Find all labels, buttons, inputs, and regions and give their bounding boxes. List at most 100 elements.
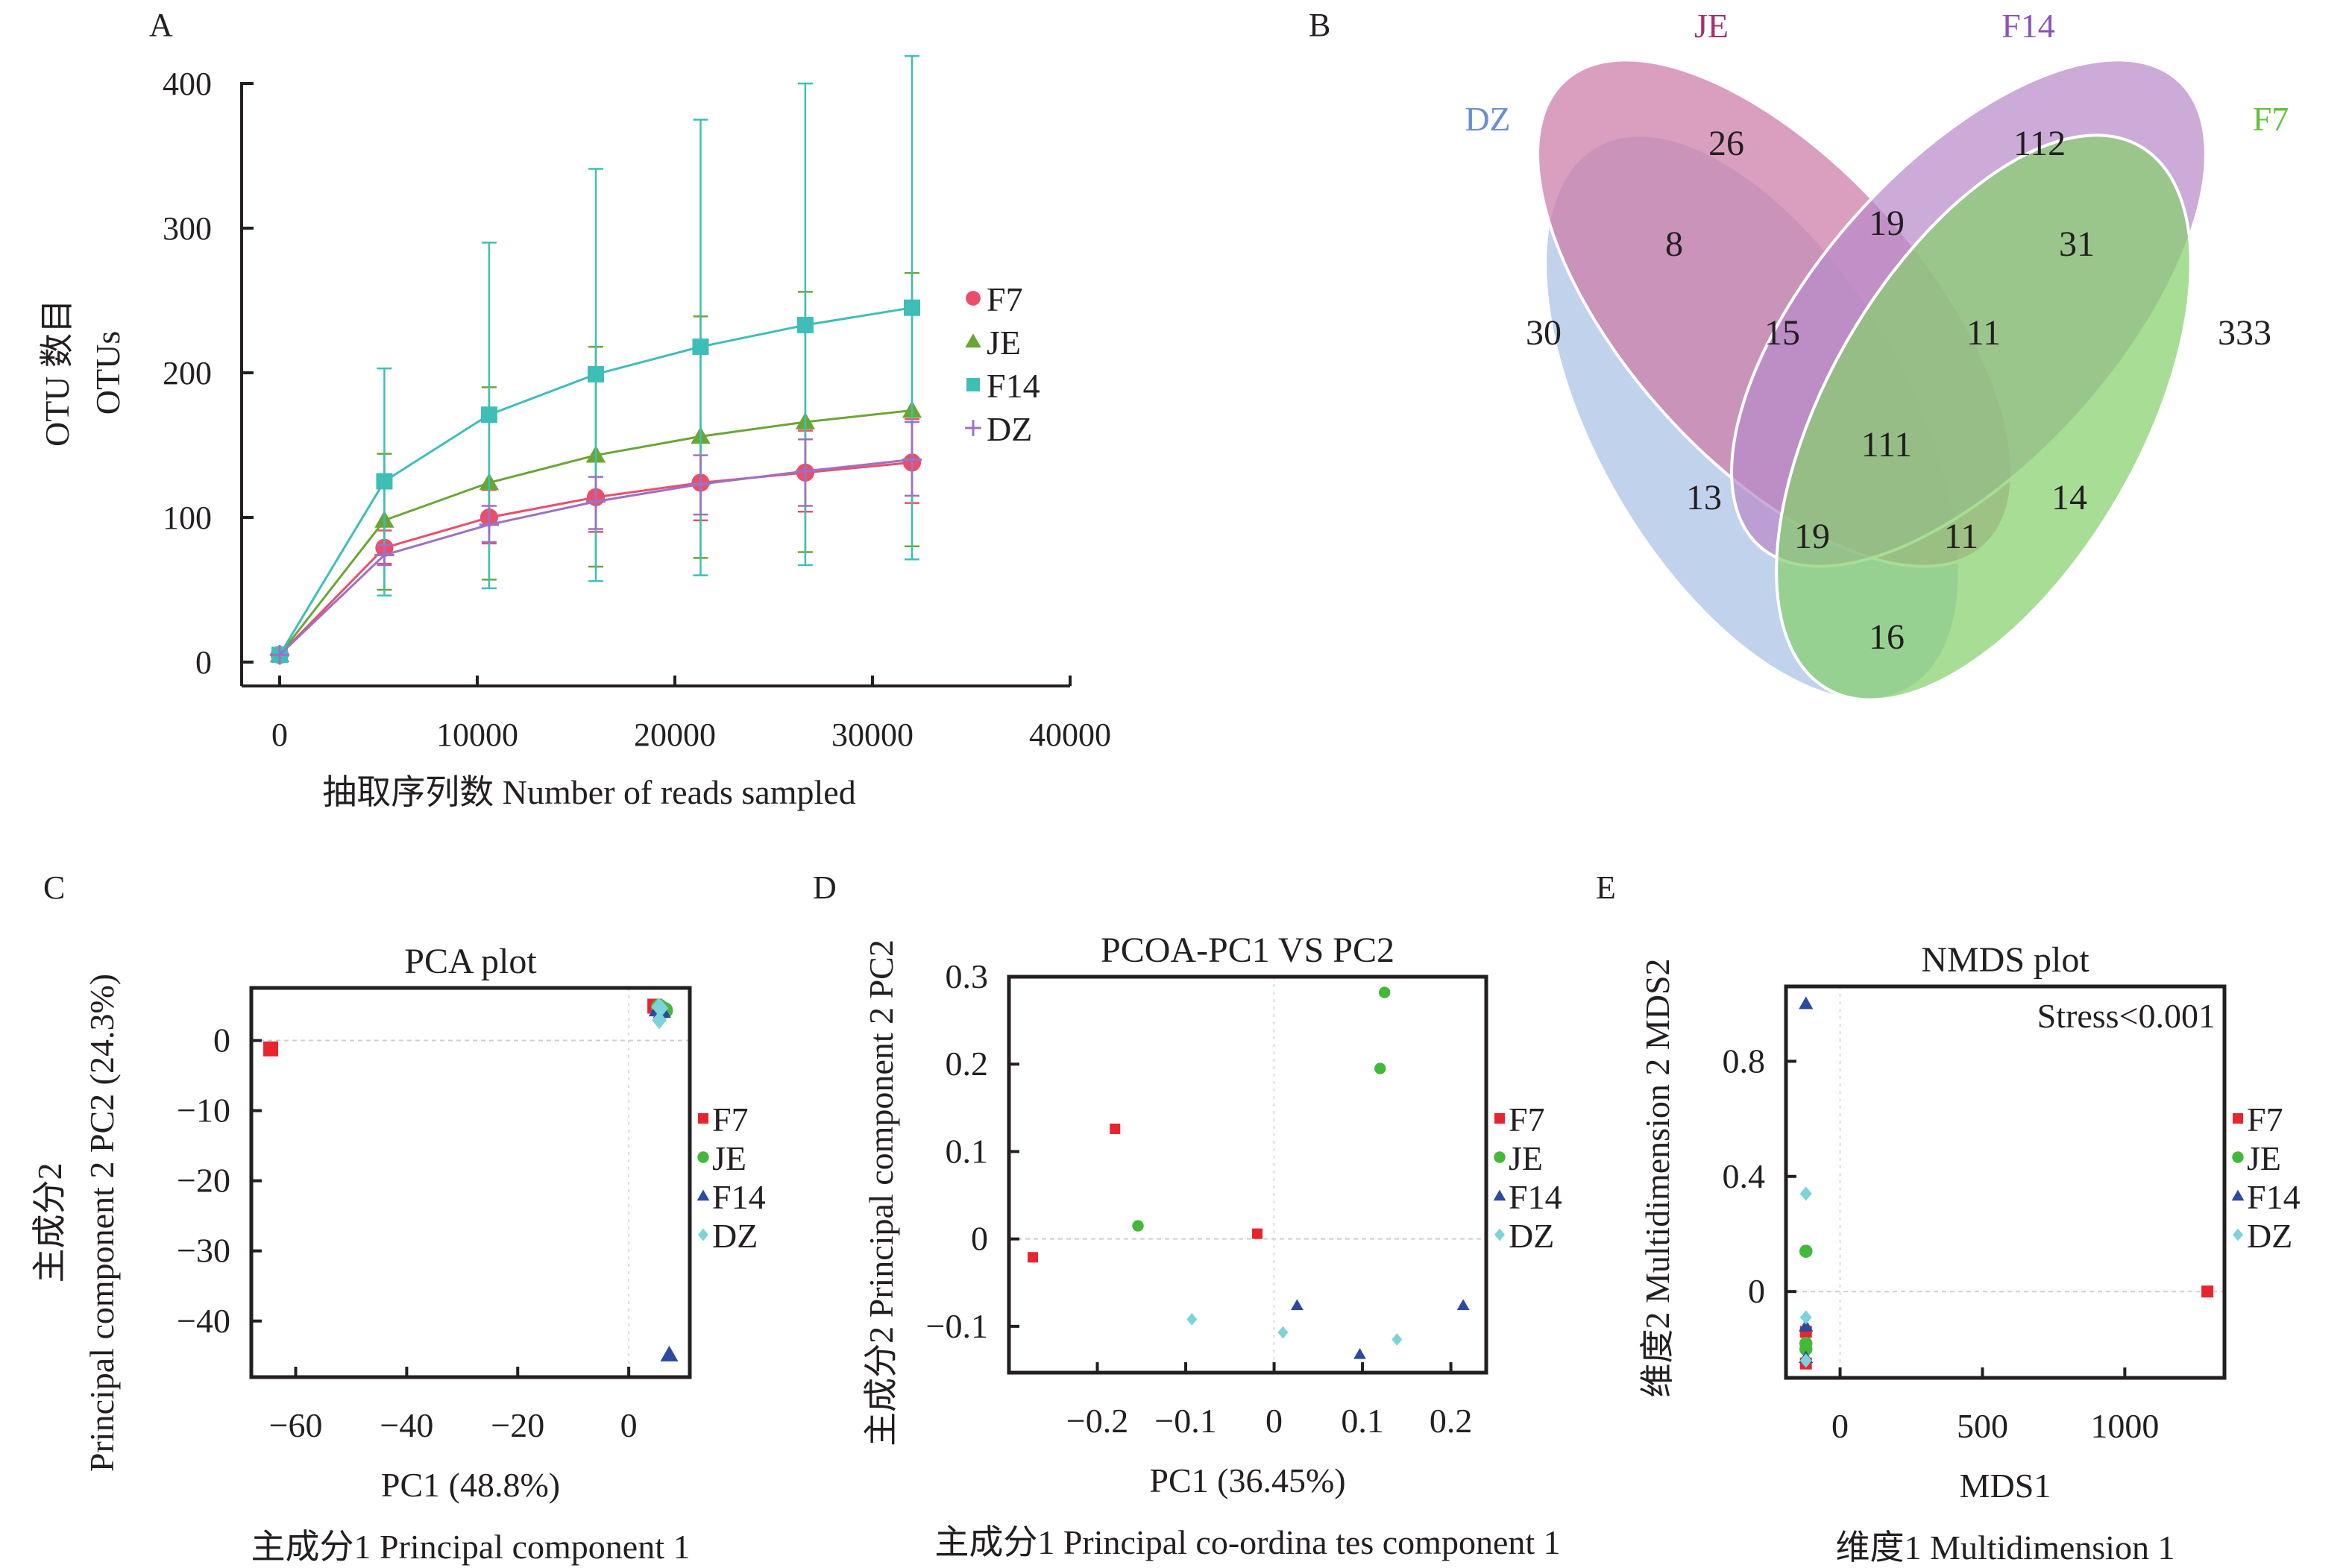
venn-set-F7 xyxy=(1775,133,2192,702)
data-point xyxy=(1392,1333,1403,1346)
x-axis-label: PC1 (48.8%) xyxy=(381,1466,560,1504)
series-DZ xyxy=(1186,1313,1403,1346)
legend-label-JE: JE xyxy=(712,1139,746,1177)
legend-label-DZ: DZ xyxy=(1509,1217,1554,1255)
y-tick-label: 100 xyxy=(163,500,212,536)
data-point xyxy=(1456,1299,1470,1311)
x-axis-label-2: 主成分1 Principal component 1 xyxy=(251,1528,691,1566)
pca-chart: 0 −10 −20 −30 −40 −60 −40 −20 0 PCA plot PC1 (48.8… xyxy=(31,942,766,1566)
series-F7 xyxy=(1028,1123,1263,1263)
x-tick-label: 0 xyxy=(271,717,288,753)
pcoa-chart: 0.3 0.2 0.1 0 −0.1 −0.2 −0.1 0 0.1 0.2 PCOA-PC1 VS… xyxy=(862,931,1562,1561)
legend-marker-JE xyxy=(697,1151,709,1163)
series-F14 xyxy=(1290,1299,1470,1359)
x-tick-label: 40000 xyxy=(1029,717,1111,753)
legend-label-JE: JE xyxy=(2247,1139,2281,1177)
plot-frame xyxy=(1784,984,2227,1380)
data-point xyxy=(660,1345,679,1361)
series-F7 xyxy=(1799,1285,2214,1370)
y-tick-label: 0.4 xyxy=(1723,1157,1766,1195)
y-axis-label-en: OTUs xyxy=(89,331,127,415)
venn-region-DZ-F14-F7: 19 xyxy=(1794,517,1830,556)
legend-label-JE: JE xyxy=(1509,1139,1543,1177)
plot-frame xyxy=(249,986,692,1379)
legend-label-JE: JE xyxy=(987,324,1021,362)
venn-region-F14-F7: 31 xyxy=(2059,224,2095,264)
data-point xyxy=(1186,1313,1198,1326)
x-axis-label-2: 主成分1 Principal co-ordina tes component 1 xyxy=(934,1523,1560,1561)
venn-region-DZ-JE: 8 xyxy=(1665,224,1683,264)
x-tick-label: 10000 xyxy=(436,717,518,753)
x-axis-label-2: 维度1 Multidimension 1 xyxy=(1836,1528,2175,1567)
venn-label-JE: JE xyxy=(1694,7,1729,45)
data-point xyxy=(1110,1123,1121,1134)
chart-title: NMDS plot xyxy=(1921,940,2089,980)
venn-label-F7: F7 xyxy=(2253,100,2289,138)
data-point xyxy=(1799,996,1814,1010)
x-tick-label: −0.1 xyxy=(1154,1402,1216,1440)
data-point xyxy=(374,545,394,565)
data-point xyxy=(479,514,500,535)
y-axis-label: 主成分2 Principal component 2 PC2 xyxy=(862,939,900,1446)
y-tick-label: 0.2 xyxy=(946,1045,989,1083)
y-tick-label: 0.1 xyxy=(946,1132,989,1170)
x-tick-label: 1000 xyxy=(2090,1407,2159,1445)
panel-letter-e: E xyxy=(1596,869,1616,906)
data-point xyxy=(652,1011,667,1030)
y-tick-label: −40 xyxy=(177,1302,230,1340)
series-F14 xyxy=(1799,996,1814,1364)
y-tick-label: 300 xyxy=(163,210,212,247)
venn-region-DZ-JE-F7: 11 xyxy=(1944,517,1978,556)
y-tick-label: −30 xyxy=(177,1232,230,1270)
legend-label-F7: F7 xyxy=(1509,1101,1545,1139)
chart-title: PCOA-PC1 VS PC2 xyxy=(1101,931,1394,970)
y-tick-label: 0 xyxy=(213,1021,230,1059)
venn-region-DZ-JE-F14: 15 xyxy=(1764,313,1800,353)
plot-frame xyxy=(1007,975,1488,1375)
series-JE xyxy=(1132,986,1391,1232)
data-point xyxy=(263,1041,279,1057)
venn-region-DZ-F14: 13 xyxy=(1686,478,1722,517)
data-point xyxy=(1028,1252,1038,1263)
x-axis-label: 抽取序列数 Number of reads sampled xyxy=(322,773,855,811)
data-point xyxy=(269,645,290,665)
venn-region-JE: 26 xyxy=(1708,124,1744,163)
legend-marker-DZ xyxy=(698,1228,708,1241)
x-tick-label: 30000 xyxy=(831,717,913,753)
legend-label-DZ: DZ xyxy=(987,410,1032,448)
venn-region-JE-F14: 19 xyxy=(1869,204,1905,243)
legend-marker-JE xyxy=(1494,1151,1506,1163)
y-axis-label: 维度2 Multidimension 2 MDS2 xyxy=(1638,958,1676,1397)
data-point xyxy=(588,365,604,382)
y-tick-label: 0.3 xyxy=(946,957,989,995)
x-tick-label: 0.2 xyxy=(1430,1402,1473,1440)
venn-region-DZ-JE-F14-F7: 111 xyxy=(1861,425,1912,465)
data-point xyxy=(692,339,709,356)
chart-title: PCA plot xyxy=(404,942,537,981)
data-point xyxy=(1132,1220,1144,1232)
legend-label-F7: F7 xyxy=(2247,1101,2283,1139)
y-tick-label: −0.1 xyxy=(926,1307,988,1345)
panel-letter-b: B xyxy=(1309,7,1330,43)
data-point xyxy=(1353,1347,1366,1359)
legend-marker-DZ xyxy=(1494,1228,1505,1241)
y-axis-label-zh: OTU 数目 xyxy=(38,299,76,447)
venn-region-JE-F7: 14 xyxy=(2051,478,2087,517)
data-point xyxy=(691,474,711,494)
x-tick-label: −60 xyxy=(269,1406,323,1444)
panel-letter-c: C xyxy=(43,869,65,906)
series-DZ xyxy=(269,421,922,665)
venn-region-DZ: 30 xyxy=(1526,313,1562,353)
legend-marker-DZ xyxy=(965,420,981,436)
venn-label-DZ: DZ xyxy=(1465,100,1510,138)
data-point xyxy=(795,461,816,482)
series-F7 xyxy=(263,998,665,1057)
data-point xyxy=(480,406,497,424)
x-tick-label: −20 xyxy=(491,1406,544,1444)
data-point xyxy=(1799,1310,1812,1325)
data-point xyxy=(1290,1299,1304,1311)
venn-region-DZ-F7: 16 xyxy=(1869,617,1905,657)
y-tick-label: 0 xyxy=(971,1220,988,1258)
stress-annotation: Stress<0.001 xyxy=(2037,997,2216,1035)
